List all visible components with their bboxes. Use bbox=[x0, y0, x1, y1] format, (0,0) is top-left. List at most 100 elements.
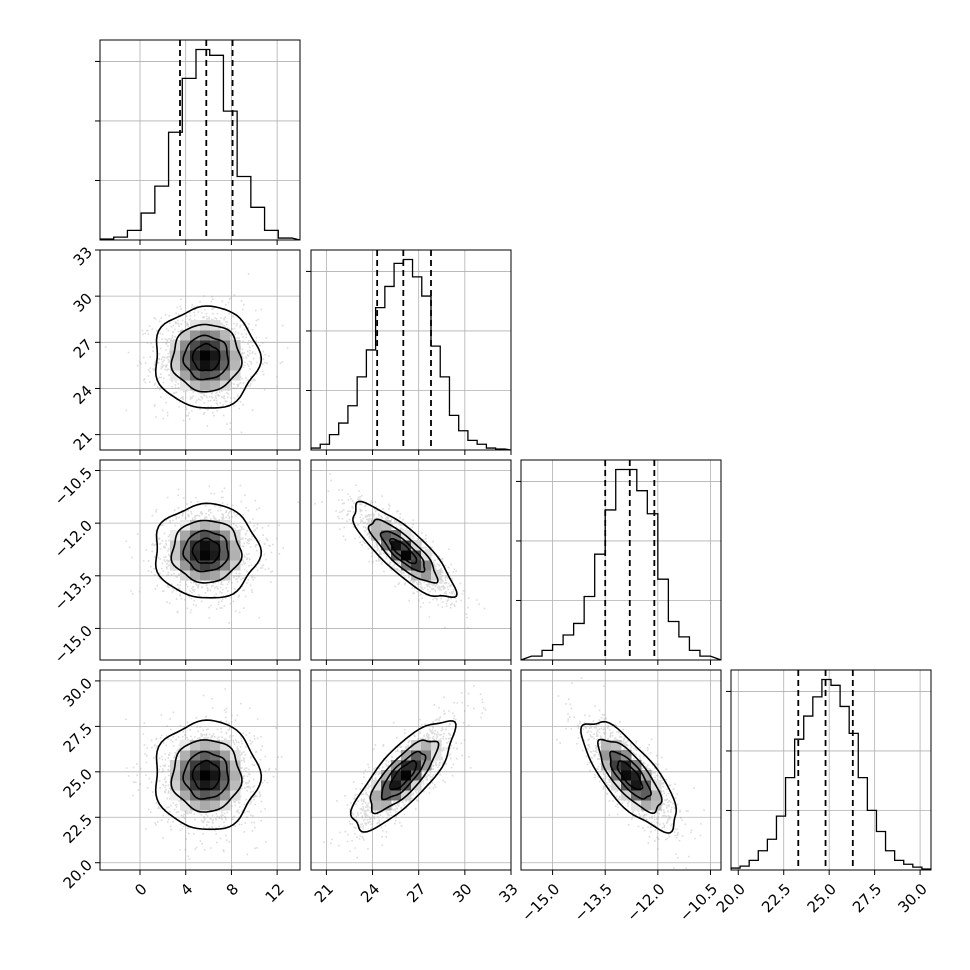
y-tick-label: 30 bbox=[70, 289, 96, 315]
density-cell bbox=[421, 740, 432, 751]
x-tick-label: 21 bbox=[311, 880, 337, 906]
x-tick-label: 30.0 bbox=[894, 880, 930, 916]
density-cell bbox=[230, 770, 241, 781]
density-cell bbox=[220, 560, 231, 571]
y-tick-label: −15.0 bbox=[51, 622, 96, 667]
density-cell bbox=[421, 560, 432, 571]
density-cell bbox=[210, 790, 221, 801]
density-cell bbox=[190, 740, 201, 751]
density-cell bbox=[230, 760, 241, 771]
density-cell bbox=[391, 760, 402, 771]
panel-3-3: 20.0 22.5 25.0 27.5 30.0 bbox=[713, 669, 932, 916]
panel-plot-area bbox=[311, 250, 511, 450]
density-cell bbox=[621, 750, 632, 761]
density-cell bbox=[180, 330, 191, 341]
panel-plot-area bbox=[521, 670, 721, 870]
x-tick-label: 12 bbox=[262, 880, 288, 906]
contour-line bbox=[389, 759, 418, 791]
density-cell bbox=[401, 750, 412, 761]
density-cell bbox=[200, 540, 211, 551]
density-cell bbox=[170, 770, 181, 781]
density-cell bbox=[210, 540, 221, 551]
density-cell bbox=[210, 800, 221, 811]
contour-line bbox=[154, 502, 263, 599]
density-cell bbox=[220, 790, 231, 801]
y-tick-label: 22.5 bbox=[60, 811, 96, 847]
panel-plot-area bbox=[100, 40, 300, 240]
density-cell bbox=[220, 540, 231, 551]
panel-frame bbox=[310, 459, 512, 661]
density-cell bbox=[180, 370, 191, 381]
density-cell bbox=[180, 800, 191, 811]
density-cell bbox=[220, 770, 231, 781]
contour-line bbox=[170, 519, 243, 584]
density-cell bbox=[230, 340, 241, 351]
density-cell bbox=[421, 750, 432, 761]
density-cell bbox=[371, 520, 382, 531]
density-cell bbox=[641, 770, 652, 781]
density-cell bbox=[641, 790, 652, 801]
contour-line bbox=[367, 518, 439, 584]
panel-frame bbox=[99, 39, 301, 241]
density-cell bbox=[431, 750, 442, 761]
density-cell bbox=[631, 800, 642, 811]
density-cell bbox=[190, 530, 201, 541]
density-cell bbox=[220, 360, 231, 371]
panel-frame bbox=[99, 669, 301, 871]
density-cell bbox=[190, 760, 201, 771]
y-tick-label: 33 bbox=[70, 243, 96, 269]
panel-2-1 bbox=[310, 459, 512, 665]
contour-line bbox=[596, 738, 663, 815]
density-cell bbox=[200, 570, 211, 581]
density-cell bbox=[180, 550, 191, 561]
x-tick-label: 27.5 bbox=[849, 880, 885, 916]
density-cell bbox=[200, 740, 211, 751]
density-cell bbox=[381, 530, 392, 541]
x-tick-label: 25.0 bbox=[804, 880, 840, 916]
density-cell bbox=[200, 370, 211, 381]
sample-points bbox=[125, 484, 299, 624]
density-cell bbox=[411, 550, 422, 561]
panel-0-0 bbox=[95, 39, 301, 245]
density-cell bbox=[381, 800, 392, 811]
density-cell bbox=[411, 740, 422, 751]
density-cell bbox=[200, 800, 211, 811]
x-tick-label: 30 bbox=[449, 880, 475, 906]
density-cell bbox=[381, 780, 392, 791]
density-cell bbox=[190, 800, 201, 811]
contour-line bbox=[154, 719, 263, 831]
contour-line bbox=[191, 759, 221, 791]
density-cell bbox=[190, 330, 201, 341]
panel-plot-area bbox=[311, 670, 511, 870]
panel-3-0: 20.0 22.5 25.0 27.5 30.0 0 4 8 12 bbox=[60, 669, 301, 906]
density-cell bbox=[180, 570, 191, 581]
density-cell bbox=[210, 520, 221, 531]
density-cell bbox=[601, 740, 612, 751]
contour-line bbox=[170, 739, 243, 813]
density-cell bbox=[220, 350, 231, 361]
panel-2-2 bbox=[516, 459, 722, 665]
x-tick-label: 33 bbox=[496, 880, 522, 906]
density-cell bbox=[210, 350, 221, 361]
density-cell bbox=[651, 800, 662, 811]
density-cell bbox=[190, 550, 201, 561]
density-cell bbox=[631, 780, 642, 791]
density-cell bbox=[611, 760, 622, 771]
contour-line bbox=[191, 537, 221, 564]
histogram-step bbox=[521, 468, 721, 660]
density-cell bbox=[220, 760, 231, 771]
x-tick-label: −13.5 bbox=[571, 880, 616, 925]
x-tick-label: −15.0 bbox=[518, 880, 563, 925]
panel-plot-area bbox=[100, 670, 300, 870]
x-tick-label: 4 bbox=[177, 880, 196, 899]
y-tick-label: 21 bbox=[70, 428, 96, 454]
density-cell bbox=[190, 340, 201, 351]
contour-line bbox=[580, 720, 678, 834]
density-cell bbox=[180, 530, 191, 541]
density-cell bbox=[180, 380, 191, 391]
x-tick-label: 27 bbox=[403, 880, 429, 906]
panel-frame bbox=[99, 249, 301, 451]
y-tick-label: 30.0 bbox=[60, 674, 96, 710]
density-cell bbox=[641, 780, 652, 791]
density-cell bbox=[210, 340, 221, 351]
